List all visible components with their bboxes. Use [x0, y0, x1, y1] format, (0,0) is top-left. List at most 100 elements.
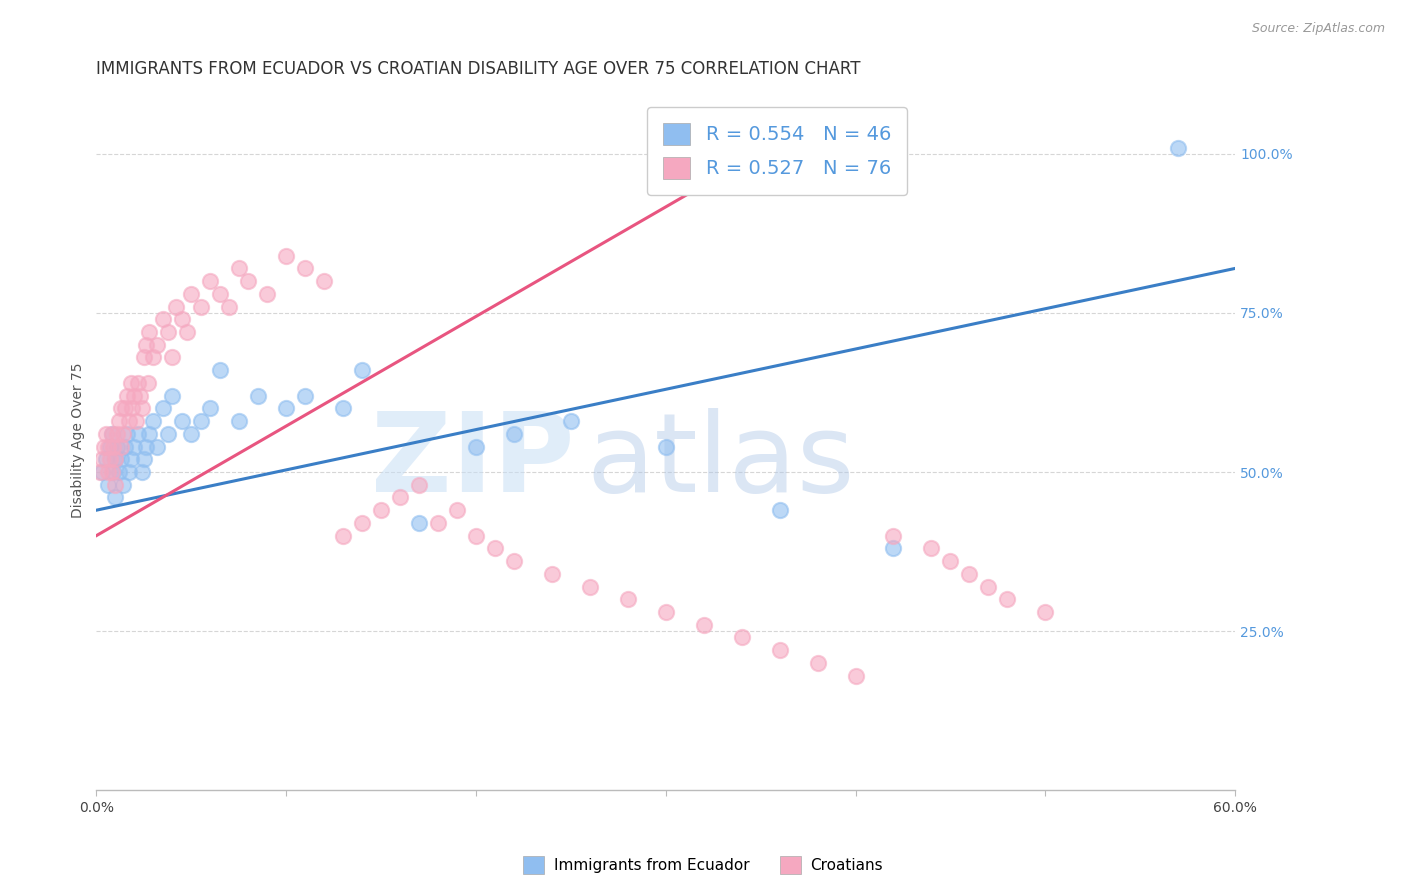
- Point: [370, 503, 392, 517]
- Text: ZIP: ZIP: [371, 408, 575, 515]
- Point: [110, 452, 132, 467]
- Point: [142, 414, 165, 428]
- Point: [138, 325, 160, 339]
- Point: [332, 401, 354, 416]
- Point: [120, 376, 142, 390]
- Point: [97, 465, 120, 479]
- Point: [132, 452, 155, 467]
- Point: [465, 528, 488, 542]
- Point: [228, 414, 250, 428]
- Point: [131, 465, 153, 479]
- Point: [165, 300, 187, 314]
- Point: [104, 452, 127, 467]
- Point: [94, 452, 117, 467]
- Point: [104, 477, 127, 491]
- Point: [228, 261, 250, 276]
- Point: [294, 389, 316, 403]
- Point: [117, 465, 139, 479]
- Point: [276, 401, 298, 416]
- Point: [146, 440, 169, 454]
- Point: [238, 274, 260, 288]
- Point: [146, 338, 169, 352]
- Point: [115, 389, 138, 403]
- Point: [408, 516, 430, 530]
- Point: [294, 261, 316, 276]
- Point: [170, 414, 193, 428]
- Point: [218, 300, 240, 314]
- Point: [108, 414, 131, 428]
- Point: [142, 351, 165, 365]
- Point: [152, 312, 174, 326]
- Point: [132, 351, 155, 365]
- Point: [389, 491, 412, 505]
- Point: [654, 605, 676, 619]
- Point: [806, 656, 828, 670]
- Point: [131, 401, 153, 416]
- Point: [121, 401, 143, 416]
- Point: [157, 325, 180, 339]
- Point: [98, 440, 121, 454]
- Point: [162, 389, 184, 403]
- Point: [654, 440, 676, 454]
- Point: [408, 477, 430, 491]
- Legend: R = 0.554   N = 46, R = 0.527   N = 76: R = 0.554 N = 46, R = 0.527 N = 76: [647, 107, 907, 194]
- Point: [105, 440, 128, 454]
- Point: [844, 668, 866, 682]
- Point: [180, 286, 202, 301]
- Point: [115, 426, 138, 441]
- Point: [103, 465, 125, 479]
- Point: [995, 592, 1018, 607]
- Point: [578, 580, 600, 594]
- Point: [91, 465, 114, 479]
- Point: [176, 325, 198, 339]
- Point: [129, 389, 152, 403]
- Point: [200, 274, 222, 288]
- Point: [276, 249, 298, 263]
- Point: [98, 452, 121, 467]
- Text: atlas: atlas: [586, 408, 855, 515]
- Text: Source: ZipAtlas.com: Source: ZipAtlas.com: [1251, 22, 1385, 36]
- Point: [246, 389, 269, 403]
- Point: [91, 452, 114, 467]
- Point: [104, 452, 127, 467]
- Point: [352, 516, 374, 530]
- Point: [97, 440, 120, 454]
- Point: [114, 401, 136, 416]
- Text: IMMIGRANTS FROM ECUADOR VS CROATIAN DISABILITY AGE OVER 75 CORRELATION CHART: IMMIGRANTS FROM ECUADOR VS CROATIAN DISA…: [97, 60, 860, 78]
- Legend: Immigrants from Ecuador, Croatians: Immigrants from Ecuador, Croatians: [517, 850, 889, 880]
- Point: [502, 554, 524, 568]
- Point: [93, 440, 115, 454]
- Point: [332, 528, 354, 542]
- Point: [135, 440, 157, 454]
- Point: [157, 426, 180, 441]
- Point: [114, 440, 136, 454]
- Point: [957, 566, 980, 581]
- Point: [560, 414, 582, 428]
- Point: [100, 465, 122, 479]
- Point: [768, 503, 790, 517]
- Point: [180, 426, 202, 441]
- Point: [125, 414, 148, 428]
- Point: [110, 401, 132, 416]
- Point: [939, 554, 962, 568]
- Point: [120, 452, 142, 467]
- Point: [136, 376, 159, 390]
- Point: [135, 338, 157, 352]
- Point: [352, 363, 374, 377]
- Point: [540, 566, 562, 581]
- Point: [616, 592, 638, 607]
- Point: [108, 465, 131, 479]
- Point: [124, 389, 146, 403]
- Point: [768, 643, 790, 657]
- Point: [162, 351, 184, 365]
- Y-axis label: Disability Age Over 75: Disability Age Over 75: [72, 362, 86, 518]
- Point: [100, 426, 122, 441]
- Point: [502, 426, 524, 441]
- Point: [730, 631, 752, 645]
- Point: [1033, 605, 1056, 619]
- Point: [692, 617, 714, 632]
- Point: [920, 541, 942, 556]
- Point: [484, 541, 506, 556]
- Point: [152, 401, 174, 416]
- Point: [103, 440, 125, 454]
